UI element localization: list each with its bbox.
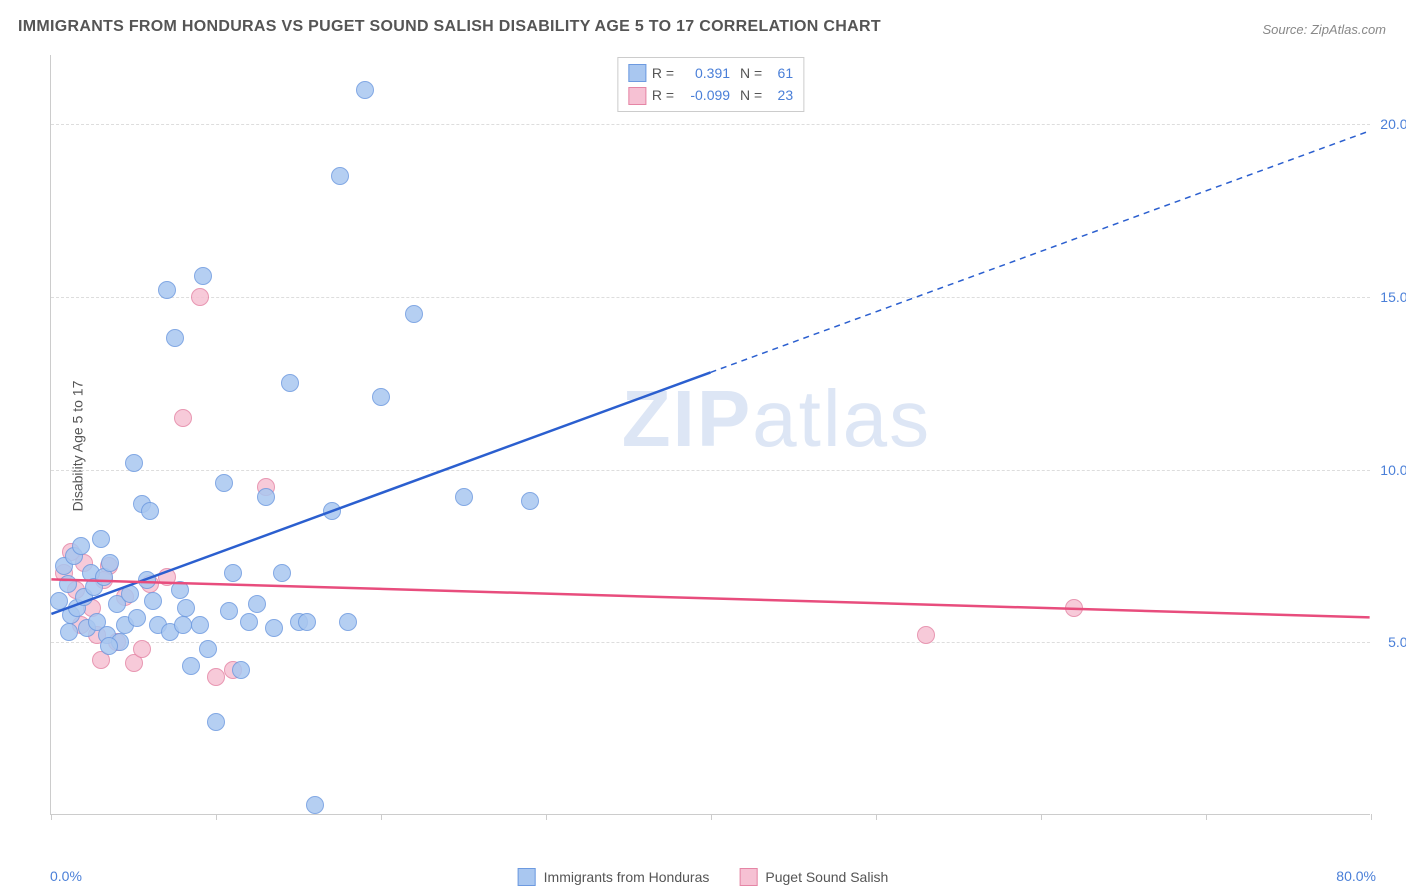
scatter-point-salish	[207, 668, 225, 686]
scatter-point-honduras	[220, 602, 238, 620]
scatter-point-honduras	[331, 167, 349, 185]
x-tick	[876, 814, 877, 820]
legend-series-item: Immigrants from Honduras	[518, 868, 710, 886]
legend-swatch	[628, 64, 646, 82]
legend-swatch	[739, 868, 757, 886]
scatter-point-honduras	[100, 637, 118, 655]
scatter-point-honduras	[207, 713, 225, 731]
x-tick	[381, 814, 382, 820]
scatter-point-honduras	[273, 564, 291, 582]
scatter-point-honduras	[72, 537, 90, 555]
legend-r-label: R =	[652, 84, 674, 106]
scatter-point-honduras	[141, 502, 159, 520]
legend-correlation-row: R = -0.099 N = 23	[628, 84, 793, 106]
scatter-point-honduras	[306, 796, 324, 814]
scatter-point-honduras	[281, 374, 299, 392]
legend-r-value: -0.099	[680, 84, 730, 106]
scatter-point-honduras	[298, 613, 316, 631]
scatter-point-honduras	[166, 329, 184, 347]
scatter-point-honduras	[224, 564, 242, 582]
gridline	[51, 297, 1370, 298]
chart-title: IMMIGRANTS FROM HONDURAS VS PUGET SOUND …	[18, 18, 881, 36]
legend-correlation-box: R = 0.391 N = 61 R = -0.099 N = 23	[617, 57, 804, 112]
source-label: Source: ZipAtlas.com	[1262, 22, 1386, 37]
scatter-point-honduras	[257, 488, 275, 506]
scatter-point-salish	[191, 288, 209, 306]
scatter-point-honduras	[182, 657, 200, 675]
legend-r-value: 0.391	[680, 62, 730, 84]
x-tick	[216, 814, 217, 820]
x-tick	[546, 814, 547, 820]
gridline	[51, 470, 1370, 471]
scatter-point-honduras	[101, 554, 119, 572]
legend-n-value: 61	[768, 62, 793, 84]
scatter-point-honduras	[521, 492, 539, 510]
scatter-point-honduras	[59, 575, 77, 593]
gridline	[51, 124, 1370, 125]
scatter-point-salish	[174, 409, 192, 427]
legend-swatch	[518, 868, 536, 886]
legend-n-label: N =	[736, 84, 762, 106]
x-tick	[1041, 814, 1042, 820]
legend-series-label: Immigrants from Honduras	[544, 869, 710, 885]
scatter-point-honduras	[138, 571, 156, 589]
scatter-point-honduras	[405, 305, 423, 323]
scatter-point-honduras	[199, 640, 217, 658]
watermark: ZIPatlas	[622, 373, 931, 465]
scatter-point-honduras	[144, 592, 162, 610]
x-tick	[1206, 814, 1207, 820]
scatter-point-honduras	[125, 454, 143, 472]
scatter-point-honduras	[232, 661, 250, 679]
legend-n-label: N =	[736, 62, 762, 84]
y-tick-label: 20.0%	[1375, 116, 1406, 132]
scatter-point-salish	[133, 640, 151, 658]
scatter-point-honduras	[372, 388, 390, 406]
scatter-point-honduras	[191, 616, 209, 634]
legend-r-label: R =	[652, 62, 674, 84]
scatter-point-honduras	[128, 609, 146, 627]
x-axis-min-label: 0.0%	[50, 868, 82, 884]
scatter-point-honduras	[323, 502, 341, 520]
scatter-point-honduras	[339, 613, 357, 631]
x-tick	[711, 814, 712, 820]
y-tick-label: 5.0%	[1375, 634, 1406, 650]
scatter-point-honduras	[356, 81, 374, 99]
scatter-point-honduras	[215, 474, 233, 492]
legend-swatch	[628, 87, 646, 105]
scatter-point-honduras	[60, 623, 78, 641]
chart-plot-area: ZIPatlas R = 0.391 N = 61 R = -0.099 N =…	[50, 55, 1370, 815]
scatter-point-honduras	[158, 281, 176, 299]
scatter-point-honduras	[455, 488, 473, 506]
scatter-point-honduras	[171, 581, 189, 599]
x-axis-max-label: 80.0%	[1336, 868, 1376, 884]
scatter-point-salish	[917, 626, 935, 644]
x-tick	[51, 814, 52, 820]
scatter-point-honduras	[265, 619, 283, 637]
gridline	[51, 642, 1370, 643]
scatter-point-honduras	[194, 267, 212, 285]
scatter-point-honduras	[240, 613, 258, 631]
legend-series-label: Puget Sound Salish	[765, 869, 888, 885]
legend-correlation-row: R = 0.391 N = 61	[628, 62, 793, 84]
y-tick-label: 15.0%	[1375, 289, 1406, 305]
scatter-point-honduras	[92, 530, 110, 548]
scatter-point-honduras	[248, 595, 266, 613]
legend-series-item: Puget Sound Salish	[739, 868, 888, 886]
scatter-point-salish	[1065, 599, 1083, 617]
y-tick-label: 10.0%	[1375, 462, 1406, 478]
scatter-point-honduras	[177, 599, 195, 617]
scatter-point-honduras	[121, 585, 139, 603]
legend-series: Immigrants from Honduras Puget Sound Sal…	[518, 868, 889, 886]
legend-n-value: 23	[768, 84, 793, 106]
x-tick	[1371, 814, 1372, 820]
scatter-point-honduras	[174, 616, 192, 634]
